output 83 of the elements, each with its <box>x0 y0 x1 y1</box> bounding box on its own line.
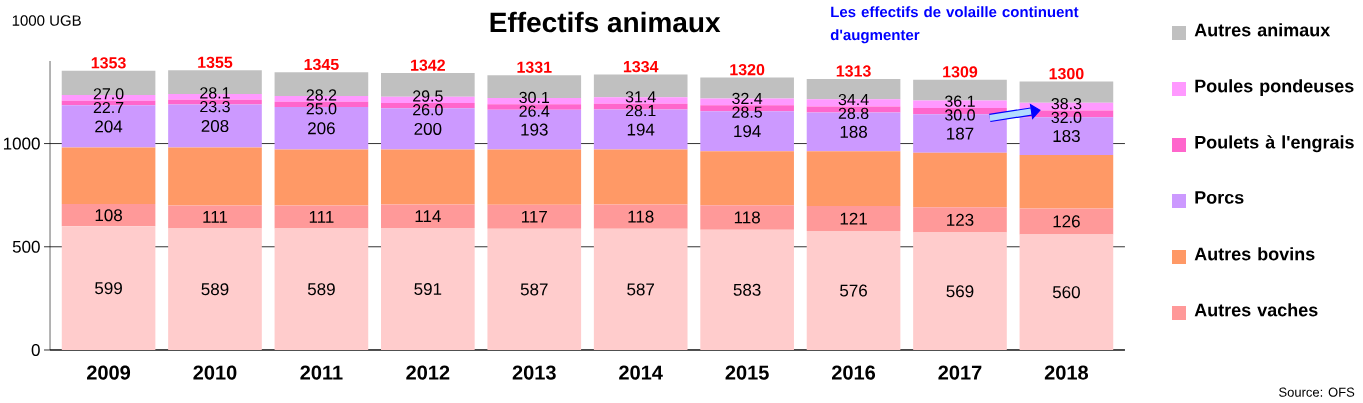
total-label: 1355 <box>198 56 233 68</box>
data-label: 30.1 <box>519 91 550 104</box>
data-label: 29.5 <box>413 90 443 102</box>
y-axis-title: 1000 UGB <box>12 15 81 26</box>
data-label: 28.5 <box>732 106 763 118</box>
data-label: 28.1 <box>200 87 230 99</box>
data-label: 30.0 <box>945 109 975 121</box>
data-label: 36.1 <box>945 95 975 107</box>
data-label: 108 <box>95 209 122 222</box>
total-label: 1300 <box>1049 68 1084 80</box>
legend-label: Porcs <box>1195 191 1244 204</box>
x-tick-label: 2012 <box>406 365 450 380</box>
data-label: 591 <box>414 282 442 296</box>
data-label: 34.4 <box>838 93 869 106</box>
x-tick-label: 2009 <box>86 365 131 380</box>
y-tick-label: 0 <box>31 343 40 357</box>
data-label: 126 <box>1053 215 1080 228</box>
data-label: 123 <box>947 213 974 226</box>
data-label: 32.4 <box>732 92 763 105</box>
data-label: 28.8 <box>838 107 869 119</box>
data-label: 111 <box>203 211 228 223</box>
y-tick-label: 1000 <box>3 137 40 150</box>
legend-label: Autres bovins <box>1194 247 1315 261</box>
x-tick-label: 2014 <box>619 365 663 380</box>
x-tick-label: 2017 <box>938 365 982 380</box>
legend-label: Poulets à l'engrais <box>1195 135 1354 153</box>
total-label: 1353 <box>91 57 126 69</box>
data-label: 589 <box>307 283 335 296</box>
data-label: 32.0 <box>1051 111 1082 124</box>
total-label: 1342 <box>411 59 445 71</box>
data-label: 208 <box>201 119 229 133</box>
data-label: 206 <box>308 122 335 135</box>
data-label: 25.0 <box>306 103 337 115</box>
total-label: 1334 <box>623 60 659 73</box>
data-label: 27.0 <box>93 88 124 100</box>
data-label: 31.4 <box>625 91 656 103</box>
data-label: 194 <box>734 125 761 138</box>
data-label: 23.3 <box>200 100 230 113</box>
data-label: 589 <box>201 283 229 296</box>
data-label: 187 <box>947 127 974 140</box>
data-label: 38.3 <box>1051 98 1082 110</box>
total-label: 1309 <box>943 66 978 78</box>
data-label: 28.2 <box>306 89 337 101</box>
source-note: Source: OFS <box>1279 387 1355 397</box>
total-label: 1331 <box>517 61 552 73</box>
total-label: 1320 <box>730 63 765 76</box>
legend-label: Poules pondeuses <box>1195 79 1354 96</box>
x-tick-label: 2015 <box>725 365 769 380</box>
data-label: 194 <box>627 123 655 136</box>
data-label: 583 <box>733 283 761 296</box>
x-tick-label: 2013 <box>512 365 556 380</box>
legend-label: Autres animaux <box>1194 23 1331 37</box>
data-label: 183 <box>1053 130 1080 143</box>
x-tick-label: 2016 <box>831 365 876 380</box>
data-label: 587 <box>520 283 548 296</box>
data-label: 569 <box>946 285 974 298</box>
data-label: 111 <box>309 211 334 223</box>
data-label: 114 <box>415 210 441 223</box>
chart-title: Effectifs animaux <box>490 11 721 33</box>
data-label: 22.7 <box>93 101 124 114</box>
data-label: 200 <box>414 122 442 135</box>
data-label: 28.1 <box>625 104 656 117</box>
data-label: 26.0 <box>413 104 443 116</box>
data-label: 188 <box>840 125 867 138</box>
legend-label: Autres vaches <box>1194 303 1318 317</box>
total-label: 1345 <box>304 58 339 71</box>
data-label: 118 <box>734 211 760 224</box>
x-tick-label: 2011 <box>300 365 343 380</box>
data-label: 26.4 <box>519 105 550 117</box>
text: Les effectifs de volaille continuent d'augmenter <box>830 6 1079 44</box>
x-tick-label: 2010 <box>193 365 237 380</box>
data-label: 121 <box>840 212 867 225</box>
data-label: 560 <box>1052 286 1080 299</box>
data-label: 118 <box>628 210 654 223</box>
data-label: 193 <box>521 123 548 136</box>
total-label: 1313 <box>836 65 871 77</box>
data-label: 587 <box>627 283 655 296</box>
data-label: 204 <box>95 120 123 133</box>
y-tick-label: 500 <box>12 240 40 253</box>
data-label: 117 <box>522 210 547 223</box>
data-label: 576 <box>840 284 867 297</box>
data-label: 599 <box>95 282 122 295</box>
x-tick-label: 2018 <box>1044 365 1089 380</box>
